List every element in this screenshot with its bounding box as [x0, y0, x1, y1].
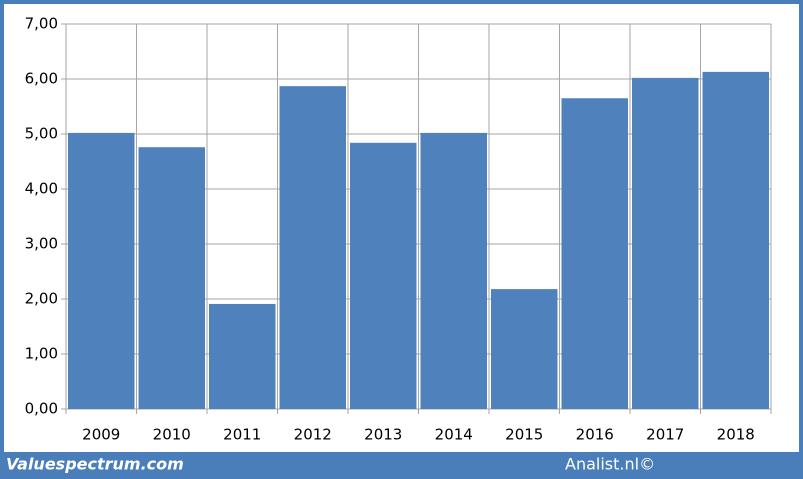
x-tick-label: 2016: [576, 426, 614, 444]
y-tick-label: 3,00: [25, 235, 58, 253]
y-tick-label: 7,00: [25, 15, 58, 33]
y-tick-label: 6,00: [25, 70, 58, 88]
bar: [561, 98, 628, 409]
x-tick-label: 2011: [223, 426, 261, 444]
bar: [420, 132, 487, 409]
x-tick-label: 2009: [82, 426, 120, 444]
x-tick-label: 2014: [435, 426, 473, 444]
x-tick-label: 2012: [294, 426, 332, 444]
x-tick-label: 2017: [646, 426, 684, 444]
y-tick-label: 1,00: [25, 345, 58, 363]
y-tick-label: 5,00: [25, 125, 58, 143]
bar: [491, 289, 558, 409]
bar: [138, 147, 205, 409]
footer-band: [0, 452, 803, 479]
y-tick-label: 0,00: [25, 400, 58, 418]
bar: [209, 303, 276, 409]
x-tick-label: 2018: [717, 426, 755, 444]
bar: [68, 132, 135, 409]
bar: [632, 77, 699, 410]
bar: [350, 142, 417, 410]
bar: [702, 71, 769, 409]
y-tick-label: 4,00: [25, 180, 58, 198]
y-tick-label: 2,00: [25, 290, 58, 308]
x-tick-label: 2010: [153, 426, 191, 444]
footer-left: Valuespectrum.com: [6, 455, 184, 474]
bar: [279, 86, 346, 410]
x-tick-label: 2015: [505, 426, 543, 444]
x-tick-label: 2013: [364, 426, 402, 444]
footer-right: Analist.nl©: [565, 455, 655, 474]
